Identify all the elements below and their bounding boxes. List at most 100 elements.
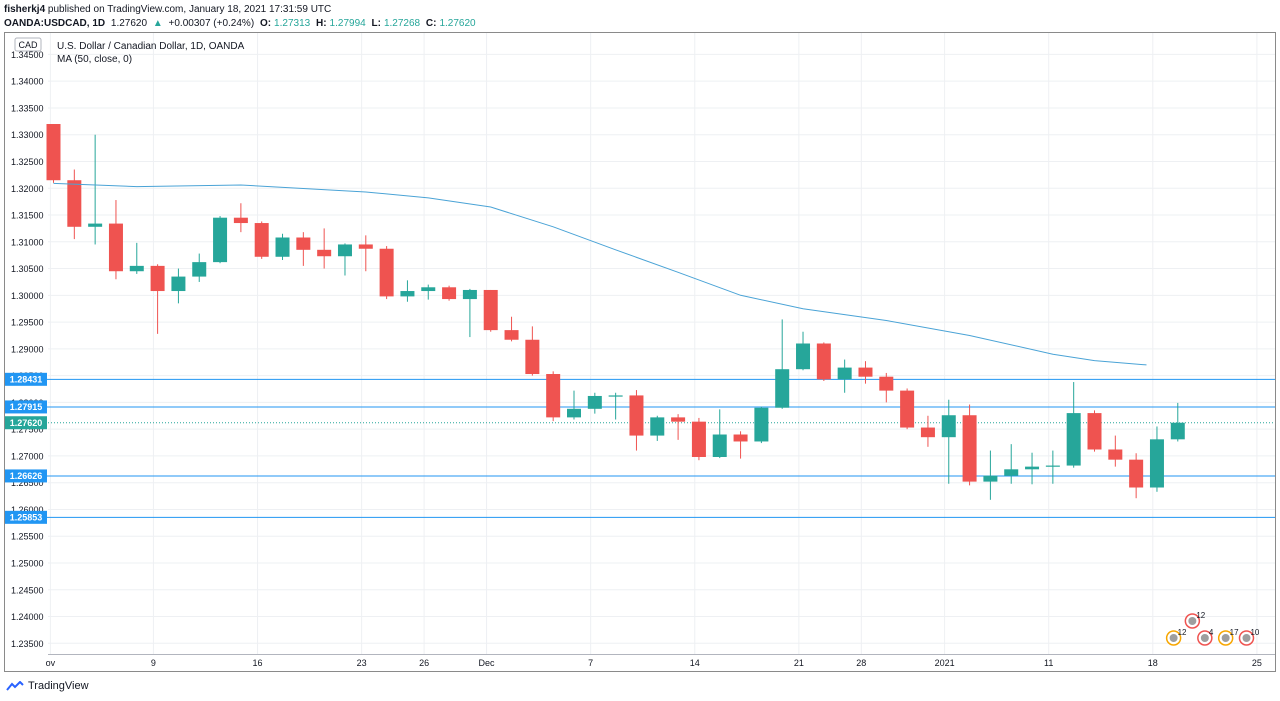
candle-up (650, 415, 665, 441)
tradingview-logo-icon (6, 681, 24, 691)
candle-up (192, 253, 207, 282)
candle-up (796, 331, 811, 371)
y-tick-label: 1.29000 (11, 344, 44, 354)
y-tick-label: 1.26500 (11, 478, 44, 488)
candle-body (671, 417, 686, 422)
candle-up (775, 319, 790, 409)
price-axis: 1.34500 1.34000 1.33500 1.33000 1.32500 1.320… (11, 50, 44, 649)
candle-up (421, 284, 436, 300)
candle-down (920, 415, 935, 447)
footer-brand[interactable]: TradingView (28, 680, 89, 692)
candle-body (317, 249, 332, 257)
candle-body (858, 367, 873, 377)
candle-up (275, 233, 290, 260)
y-tick-label: 1.34000 (11, 77, 44, 87)
candle-body (983, 475, 998, 482)
candle-body (233, 217, 248, 224)
currency-badge (14, 37, 42, 52)
candle-body (546, 374, 561, 418)
footer: TradingView (6, 680, 89, 692)
y-tick-label: 1.32500 (11, 157, 44, 167)
candle-down (900, 388, 915, 430)
flag-inner (1188, 617, 1197, 625)
legend-title: U.S. Dollar / Canadian Dollar, 1D, OANDA (57, 41, 245, 52)
candle-up (400, 280, 415, 302)
candle-body (67, 180, 82, 227)
author-name[interactable]: fisherkj4 (4, 4, 46, 15)
chart-header: fisherkj4 published on TradingView.com, … (4, 3, 479, 31)
candle-down (483, 289, 498, 332)
y-tick-label: 1.26000 (11, 505, 44, 515)
y-tick-label: 1.25500 (11, 532, 44, 542)
candle-down (691, 417, 706, 461)
candles (46, 124, 1185, 500)
candle-body (733, 434, 748, 442)
candle-down (816, 342, 831, 381)
candle-down (525, 326, 540, 376)
candle-up (837, 359, 852, 393)
candle-up (1066, 382, 1081, 468)
ohlc-line: OANDA:USDCAD, 1D 1.27620 ▲ +0.00307 (+0.… (4, 17, 479, 31)
price-level-tag (5, 372, 47, 386)
candle-down (1087, 410, 1102, 452)
candle-body (108, 223, 123, 272)
candle-down (254, 221, 269, 259)
candle-up (754, 406, 769, 444)
candle-down (504, 316, 519, 342)
candle-down (629, 390, 644, 451)
candle-down (108, 200, 123, 280)
candle-body (442, 287, 457, 300)
candle-body (941, 415, 956, 438)
indicator-label[interactable]: MA (50, close, 0) (57, 54, 132, 65)
candle-body (837, 367, 852, 380)
y-tick-label: 1.34500 (11, 50, 44, 60)
price-level-tag (5, 469, 47, 483)
event-flag-icon: 17 (1217, 628, 1239, 646)
price-level-label: 1.27620 (10, 418, 43, 428)
candle-down (858, 361, 873, 384)
x-tick-label: 9 (151, 658, 156, 668)
candle-down (546, 371, 561, 422)
candle-body (567, 408, 581, 418)
candle-up (608, 392, 623, 420)
candle-body (920, 427, 935, 438)
candle-body (629, 395, 644, 436)
flag-inner (1200, 634, 1209, 642)
y-tick-label: 1.30000 (11, 291, 44, 301)
x-tick-label: 25 (1252, 658, 1262, 668)
price-level-label: 1.25853 (10, 513, 43, 523)
chart-frame (4, 32, 1276, 672)
candle-body (1170, 422, 1185, 440)
candle-body (691, 421, 706, 457)
candle-body (150, 265, 165, 292)
candle-down (442, 285, 457, 301)
flag-inner (1221, 634, 1230, 642)
y-tick-label: 1.33000 (11, 130, 44, 140)
candle-body (254, 223, 269, 257)
event-flag-icon: 10 (1238, 628, 1260, 646)
x-tick-label: 26 (419, 658, 429, 668)
price-level-tag (5, 416, 47, 430)
flag-inner (1169, 634, 1178, 642)
candle-up (171, 268, 186, 304)
time-axis: ov 9 16 23 26 Dec 7 14 21 28 2021 11 18 25 (46, 654, 1275, 668)
candle-body (816, 343, 831, 380)
event-flag-icon: 4 (1197, 628, 1214, 646)
change-arrow-icon: ▲ (152, 18, 163, 29)
candle-down (296, 232, 311, 266)
candle-body (421, 287, 436, 292)
candle-body (525, 339, 540, 375)
price-level-label: 1.27915 (10, 402, 43, 412)
candle-up (587, 392, 602, 414)
candle-down (67, 169, 82, 240)
y-tick-label: 1.24500 (11, 585, 44, 595)
candle-body (650, 417, 665, 436)
candle-body (962, 415, 977, 482)
price-level-tag (5, 510, 47, 524)
price-level-tag (5, 400, 47, 414)
low-value: 1.27268 (383, 18, 421, 29)
candle-body (88, 223, 103, 227)
candle-body (171, 276, 186, 292)
event-markers: 12 12 4 17 10 (1165, 611, 1260, 646)
